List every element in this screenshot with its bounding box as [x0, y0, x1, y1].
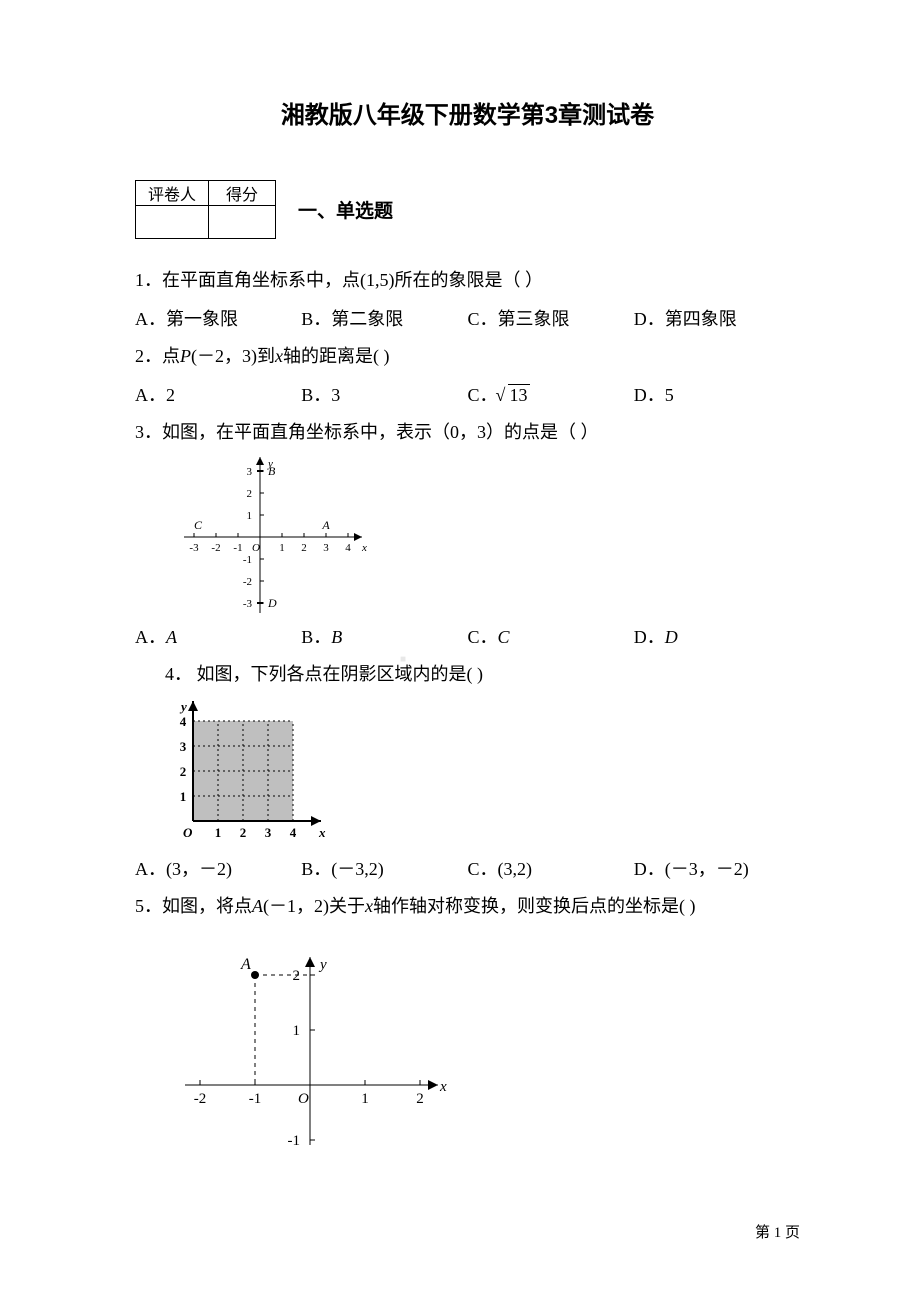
q3-options: A．A B．B C．C D．D [135, 623, 800, 649]
svg-text:2: 2 [293, 968, 301, 984]
q2-italic-x: x [275, 346, 283, 366]
q2-opt-c-rad: 13 [508, 384, 530, 405]
q1-opt-d: D．第四象限 [634, 305, 800, 331]
svg-text:-1: -1 [243, 554, 252, 566]
svg-text:-1: -1 [288, 1133, 301, 1145]
svg-text:3: 3 [265, 825, 272, 840]
svg-text:A: A [321, 518, 330, 532]
svg-text:-1: -1 [233, 542, 242, 554]
section-1-label: 一、单选题 [298, 196, 393, 223]
svg-text:4: 4 [290, 825, 297, 840]
sqrt-icon: 13 [498, 385, 530, 406]
svg-text:-2: -2 [194, 1091, 207, 1107]
q2-suffix: 轴的距离是( ) [283, 346, 390, 366]
svg-text:-2: -2 [211, 542, 220, 554]
svg-text:B: B [268, 464, 276, 478]
svg-text:O: O [252, 542, 260, 554]
q5-suffix: 轴作轴对称变换，则变换后点的坐标是( ) [373, 896, 696, 916]
q1-opt-a: A．第一象限 [135, 305, 301, 331]
q5-prefix: 5．如图，将点 [135, 896, 252, 916]
svg-text:2: 2 [301, 542, 307, 554]
q5-text: 5．如图，将点A(－1，2)关于x轴作轴对称变换，则变换后点的坐标是( ) [135, 893, 800, 921]
q5-italic-a: A [252, 896, 263, 916]
doc-title: 湘教版八年级下册数学第3章测试卷 [135, 95, 800, 130]
grade-col2: 得分 [209, 181, 276, 206]
q4-figure: 1 2 3 4 1 2 3 4 Oy x [165, 699, 345, 849]
q4-opt-a: A．(3，－2) [135, 855, 301, 881]
q3-figure: -3-2-11234-3-2-1123OyxBCAD [165, 457, 395, 617]
svg-text:4: 4 [345, 542, 351, 554]
svg-text:2: 2 [247, 488, 253, 500]
grade-blank1 [136, 206, 209, 239]
svg-text:-3: -3 [189, 542, 199, 554]
svg-text:-2: -2 [243, 576, 252, 588]
q1-opt-c: C．第三象限 [468, 305, 634, 331]
svg-text:-3: -3 [243, 598, 253, 610]
q5-mid1: (－1，2)关于 [263, 896, 365, 916]
svg-text:3: 3 [180, 739, 187, 754]
svg-text:1: 1 [361, 1091, 369, 1107]
svg-text:C: C [194, 518, 203, 532]
svg-text:O: O [298, 1091, 309, 1107]
q2-opt-b: B．3 [301, 381, 467, 407]
q3-opt-a: A．A [135, 623, 301, 649]
svg-text:2: 2 [416, 1091, 424, 1107]
q1-opt-b: B．第二象限 [301, 305, 467, 331]
svg-text:x: x [439, 1079, 447, 1095]
q2-text: 2．点P(－2，3)到x轴的距离是( ) [135, 343, 800, 371]
svg-text:3: 3 [247, 466, 253, 478]
q2-opt-a: A．2 [135, 381, 301, 407]
q2-italic-p: P [180, 346, 191, 366]
q2-opt-c-pre: C． [468, 385, 498, 405]
svg-text:1: 1 [279, 542, 285, 554]
section-header-row: 评卷人 得分 一、单选题 [135, 180, 800, 239]
svg-text:1: 1 [180, 789, 187, 804]
q1-text: 1．在平面直角坐标系中，点(1,5)所在的象限是（ ） [135, 267, 800, 295]
svg-text:1: 1 [293, 1023, 301, 1039]
q4-options: A．(3，－2) B．(－3,2) C．(3,2) D．(－3，－2) [135, 855, 800, 881]
q2-prefix: 2．点 [135, 346, 180, 366]
svg-text:A: A [240, 956, 251, 973]
q4-opt-c: C．(3,2) [468, 855, 634, 881]
q2-opt-d: D．5 [634, 381, 800, 407]
svg-text:-1: -1 [249, 1091, 262, 1107]
grade-table: 评卷人 得分 [135, 180, 276, 239]
svg-text:O: O [183, 825, 193, 840]
q3-opt-c: C．C [468, 623, 634, 649]
svg-text:y: y [318, 957, 327, 973]
svg-text:D: D [267, 596, 277, 610]
svg-text:2: 2 [240, 825, 247, 840]
q3-opt-b: B．B [301, 623, 467, 649]
q3-opt-d: D．D [634, 623, 800, 649]
svg-text:3: 3 [323, 542, 329, 554]
q2-options: A．2 B．3 C． 13 D．5 [135, 381, 800, 407]
q2-mid: (－2，3)到 [191, 346, 275, 366]
q4-opt-b: B．(－3,2) [301, 855, 467, 881]
grade-blank2 [209, 206, 276, 239]
svg-text:4: 4 [180, 714, 187, 729]
svg-text:1: 1 [247, 510, 253, 522]
svg-text:x: x [361, 542, 367, 554]
q5-italic-x: x [365, 896, 373, 916]
svg-text:1: 1 [215, 825, 222, 840]
q4-opt-d: D．(－3，－2) [634, 855, 800, 881]
svg-text:y: y [179, 699, 187, 714]
q3-text: 3．如图，在平面直角坐标系中，表示（0，3）的点是（ ） [135, 419, 800, 447]
page: 湘教版八年级下册数学第3章测试卷 评卷人 得分 一、单选题 1．在平面直角坐标系… [0, 0, 920, 1302]
q1-options: A．第一象限 B．第二象限 C．第三象限 D．第四象限 [135, 305, 800, 331]
q5-figure: -2 -1 1 2 -1 1 2 Oy x A [165, 930, 455, 1145]
q4-text: 4． 如图，下列各点在阴影区域内的是( ) [135, 661, 800, 689]
svg-text:x: x [318, 825, 326, 840]
grade-col1: 评卷人 [136, 181, 209, 206]
page-footer: 第 1 页 [755, 1221, 800, 1242]
q2-opt-c: C． 13 [468, 381, 634, 407]
svg-text:2: 2 [180, 764, 187, 779]
